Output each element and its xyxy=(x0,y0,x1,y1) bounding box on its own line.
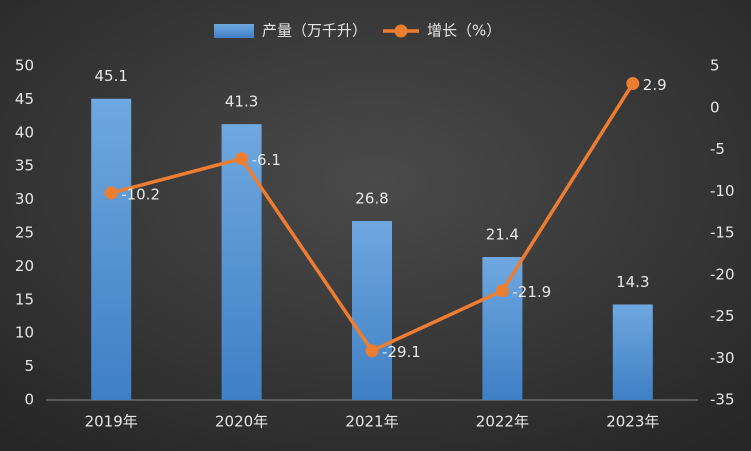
line-marker xyxy=(365,344,379,358)
y2-tick-label: -5 xyxy=(710,140,725,158)
y2-tick-label: 5 xyxy=(710,57,720,75)
bar xyxy=(352,220,392,400)
legend-swatch xyxy=(394,24,408,38)
bar-value-label: 45.1 xyxy=(94,67,127,85)
bar-value-label: 21.4 xyxy=(486,226,519,244)
line-marker xyxy=(495,284,509,298)
y-tick-label: 35 xyxy=(15,157,34,175)
x-tick-label: 2022年 xyxy=(476,413,529,431)
y2-tick-label: -20 xyxy=(710,265,735,283)
line-marker xyxy=(626,77,640,91)
bar-value-label: 26.8 xyxy=(355,189,388,207)
y-tick-label: 25 xyxy=(15,224,34,242)
bar xyxy=(91,98,132,401)
line-value-label: -6.1 xyxy=(252,151,281,169)
legend-label: 增长（%） xyxy=(427,22,501,40)
bar xyxy=(221,124,262,400)
legend-swatch xyxy=(214,24,254,38)
y2-tick-label: -30 xyxy=(710,349,735,367)
y-tick-label: 5 xyxy=(24,357,34,375)
y-tick-label: 0 xyxy=(24,391,34,409)
y2-tick-label: 0 xyxy=(710,98,720,116)
x-tick-label: 2020年 xyxy=(215,413,268,431)
bar xyxy=(612,304,653,400)
y2-tick-label: -25 xyxy=(710,307,735,325)
line-value-label: 2.9 xyxy=(643,76,667,94)
y-tick-label: 15 xyxy=(15,290,34,308)
line-marker xyxy=(235,152,249,166)
line-value-label: -29.1 xyxy=(382,343,421,361)
x-tick-label: 2019年 xyxy=(85,413,138,431)
line-marker xyxy=(104,186,118,200)
y-tick-label: 30 xyxy=(15,190,34,208)
bar-value-label: 14.3 xyxy=(616,273,649,291)
y2-tick-label: -15 xyxy=(710,224,735,242)
y-tick-label: 40 xyxy=(15,123,34,141)
bar-value-label: 41.3 xyxy=(225,93,258,111)
y-tick-label: 50 xyxy=(15,57,34,75)
y2-tick-label: -10 xyxy=(710,182,735,200)
y-tick-label: 45 xyxy=(15,90,34,108)
line-value-label: -10.2 xyxy=(121,185,160,203)
y-tick-label: 20 xyxy=(15,257,34,275)
y2-tick-label: -35 xyxy=(710,391,735,409)
legend-label: 产量（万千升） xyxy=(262,22,367,40)
x-tick-label: 2021年 xyxy=(345,413,398,431)
x-tick-label: 2023年 xyxy=(606,413,659,431)
bar xyxy=(482,257,523,400)
line-value-label: -21.9 xyxy=(512,283,551,301)
y-tick-label: 10 xyxy=(15,324,34,342)
